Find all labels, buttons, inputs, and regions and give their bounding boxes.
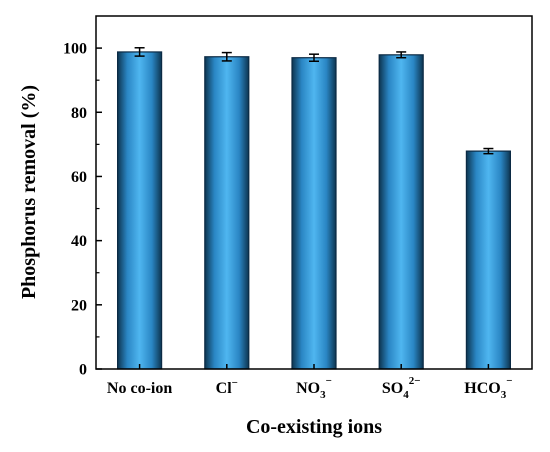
x-tick-label-main: NO: [296, 380, 320, 397]
x-tick-label-subscript: 3: [320, 389, 326, 401]
x-tick-label-subscript: 4: [403, 389, 409, 401]
error-bar-1: [221, 51, 232, 62]
error-bar-4: [483, 147, 494, 155]
y-tick-label-5: 100: [63, 41, 87, 58]
y-tick-label-0: 0: [79, 362, 87, 379]
x-tick-label-1: Cl−: [216, 377, 238, 397]
y-tick-label-1: 20: [71, 297, 87, 314]
error-bar-0: [134, 47, 145, 57]
x-tick-label-superscript: 2−: [409, 375, 421, 387]
x-tick-label-superscript: −: [326, 375, 332, 387]
error-bar-3: [396, 51, 407, 59]
error-bar-2: [309, 53, 319, 62]
x-tick-label-3: SO42−: [382, 375, 421, 401]
bar-1: [204, 56, 250, 370]
x-tick-label-main: SO: [382, 380, 403, 397]
error-bars-layer: [134, 47, 494, 155]
bar-2: [291, 57, 337, 370]
y-axis-title: Phosphorus removal (%): [18, 85, 40, 299]
bar-4: [465, 150, 511, 370]
bar-3: [378, 54, 424, 370]
bars-layer: [116, 51, 511, 370]
bar-0: [116, 51, 163, 370]
y-tick-label-3: 60: [71, 169, 87, 186]
x-tick-label-superscript: −: [232, 377, 238, 389]
x-tick-label-main: No co-ion: [107, 380, 172, 397]
x-tick-label-4: HCO3 −: [464, 375, 512, 401]
y-ticks-layer: 0 20 40 60 80 100: [63, 41, 102, 379]
x-ticks-layer: No co-ion Cl− NO3− SO42− HCO3−: [107, 364, 513, 401]
x-axis-title: Co-existing ions: [246, 416, 382, 438]
x-tick-label-main: Cl: [216, 380, 233, 397]
y-tick-label-4: 80: [71, 105, 87, 122]
x-tick-label-subscript: 3: [501, 389, 507, 401]
y-tick-label-2: 40: [71, 233, 87, 250]
x-tick-label-0: No co-ion: [107, 380, 172, 397]
x-tick-label-superscript: −: [506, 375, 512, 387]
x-tick-label-main: HCO: [464, 380, 500, 397]
x-tick-label-2: NO3−: [296, 375, 332, 401]
